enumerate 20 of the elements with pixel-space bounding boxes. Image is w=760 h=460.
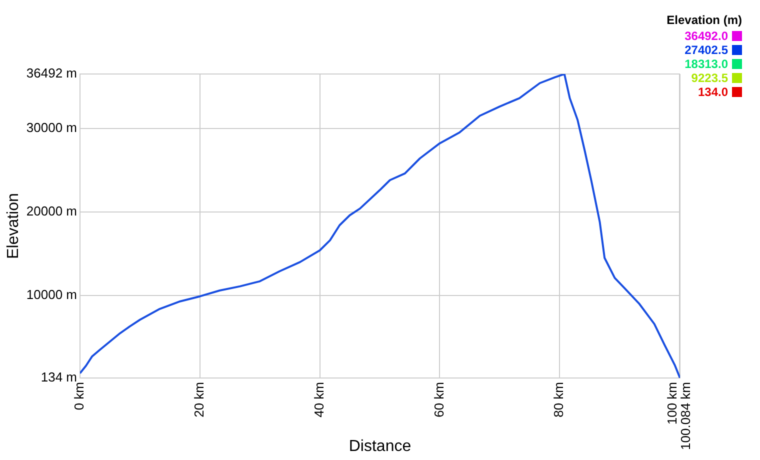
x-axis-title: Distance: [348, 438, 412, 455]
y-tick-label: 36492 m: [26, 66, 77, 81]
y-axis-title: Elevation: [5, 193, 22, 259]
x-tick-label: 80 km: [551, 382, 566, 418]
x-tick-label: 0 km: [72, 382, 87, 410]
x-tick-label: 40 km: [311, 382, 326, 418]
x-tick-label: 100 km: [664, 382, 680, 425]
x-tick-label: 20 km: [191, 382, 206, 418]
color-bar-label: 18313.0: [684, 57, 728, 71]
color-bar-label: 9223.5: [691, 71, 728, 85]
color-bar-title: Elevation (m): [666, 13, 742, 27]
color-bar-label: 27402.5: [684, 43, 728, 57]
y-tick-label: 20000 m: [26, 203, 77, 218]
x-tick-label: 60 km: [431, 382, 446, 418]
y-tick-label: 134 m: [40, 370, 77, 385]
x-tick-label: 100.084 km: [678, 382, 694, 450]
y-tick-label: 10000 m: [26, 287, 77, 302]
color-bar-label: 36492.0: [684, 29, 728, 43]
color-bar-label: 134.0: [698, 85, 728, 99]
y-tick-label: 30000 m: [26, 120, 77, 135]
